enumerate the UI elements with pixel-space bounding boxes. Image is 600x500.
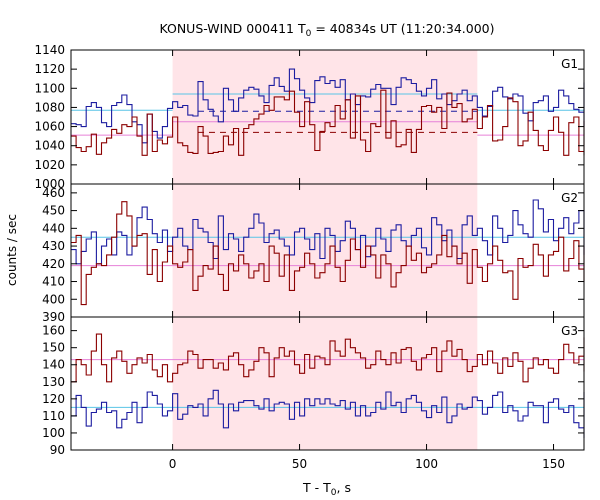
panel-label: G3 <box>561 324 578 338</box>
y-tick-label: 420 <box>42 257 65 271</box>
blue-series-line <box>71 68 585 144</box>
red-series-line <box>71 201 585 306</box>
y-tick-label: 1100 <box>34 81 65 95</box>
y-tick-label: 1080 <box>34 100 65 114</box>
y-tick-label: 150 <box>42 341 65 355</box>
y-axis-label: counts / sec <box>5 214 19 286</box>
y-tick-label: 130 <box>42 375 65 389</box>
x-tick-label: 100 <box>415 457 438 471</box>
y-tick-label: 90 <box>50 443 65 457</box>
xlabel-rest: , s <box>337 480 351 495</box>
y-tick-label: 1020 <box>34 158 65 172</box>
x-axis-label: T - T0, s <box>302 480 351 498</box>
x-tick-label: 0 <box>169 457 177 471</box>
panel-frame <box>70 316 585 451</box>
y-tick-label: 1120 <box>34 62 65 76</box>
x-tick-label: 150 <box>542 457 565 471</box>
xlabel-main: T - T <box>302 480 331 495</box>
y-tick-label: 430 <box>42 239 65 253</box>
y-tick-label: 1060 <box>34 120 65 134</box>
panel-g2: 390 400 410 420 430 440 450 460 G2 <box>42 183 585 324</box>
y-tick-label: 440 <box>42 221 65 235</box>
y-tick-label: 140 <box>42 358 65 372</box>
panel-label: G1 <box>561 57 578 71</box>
panel-g1: 1000 1020 1040 1060 1080 1100 1120 1140 G1 <box>34 43 585 191</box>
red-series-line <box>71 89 585 156</box>
y-tick-label: 390 <box>42 310 65 324</box>
y-tick-label: 1140 <box>34 43 65 57</box>
title-sub: 0 <box>306 29 312 39</box>
xlabel-sub: 0 <box>331 488 337 498</box>
title-main: KONUS-WIND 000411 T <box>159 21 305 36</box>
blue-series-line <box>71 199 585 265</box>
burst-interval-shade <box>172 317 478 450</box>
y-tick-label: 1000 <box>34 177 65 191</box>
x-tick-label: 50 <box>292 457 307 471</box>
blue-series-line <box>71 389 585 439</box>
y-tick-label: 410 <box>42 275 65 289</box>
y-tick-label: 460 <box>42 186 65 200</box>
chart-title: KONUS-WIND 000411 T0 = 40834s UT (11:20:… <box>159 21 494 39</box>
y-tick-label: 160 <box>42 324 65 338</box>
y-tick-label: 400 <box>42 292 65 306</box>
title-rest: = 40834s UT (11:20:34.000) <box>311 21 494 36</box>
y-tick-label: 110 <box>42 409 65 423</box>
panel-g3: 90 100 110 120 130 140 150 160 0 50 100 150 G3 <box>42 316 585 471</box>
y-tick-label: 450 <box>42 204 65 218</box>
y-tick-label: 120 <box>42 392 65 406</box>
y-tick-label: 100 <box>42 426 65 440</box>
y-tick-label: 1040 <box>34 139 65 153</box>
red-series-line <box>71 333 585 383</box>
panel-label: G2 <box>561 191 578 205</box>
